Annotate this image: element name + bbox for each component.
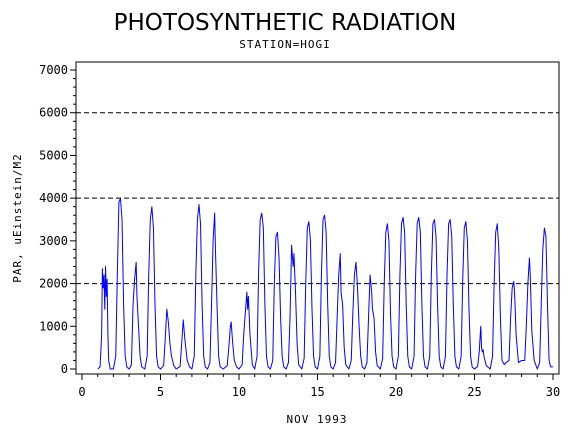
plot-frame: [75, 61, 560, 375]
x-tick-label-0: 0: [78, 385, 85, 399]
x-tick-label-15: 15: [310, 385, 324, 399]
x-tick-label-30: 30: [546, 385, 560, 399]
chart-subtitle: STATION=HOGI: [239, 38, 330, 51]
x-tick-label-10: 10: [232, 385, 246, 399]
x-tick-label-5: 5: [157, 385, 164, 399]
y-axis-label: PAR, uEinstein/M2: [11, 153, 24, 283]
x-tick-label-25: 25: [467, 385, 481, 399]
x-axis: 0 5 10 15 20 25 30: [78, 374, 560, 399]
series-layer: [97, 197, 553, 370]
y-tick-label-3000: 3000: [39, 234, 68, 248]
y-tick-label-4000: 4000: [39, 191, 68, 205]
y-tick-label-6000: 6000: [39, 106, 68, 120]
reference-lines: [76, 112, 559, 285]
y-tick-label-2000: 2000: [39, 277, 68, 291]
y-tick-label-5000: 5000: [39, 148, 68, 162]
y-tick-label-0: 0: [61, 362, 68, 376]
x-axis-label: NOV 1993: [287, 413, 348, 426]
y-tick-label-7000: 7000: [39, 63, 68, 77]
chart-title: PHOTOSYNTHETIC RADIATION: [114, 10, 457, 36]
y-tick-label-1000: 1000: [39, 319, 68, 333]
y-axis: 0 1000 2000 3000 4000 5000 6000 7000: [39, 63, 76, 376]
series-line-0: [97, 197, 553, 370]
x-tick-label-20: 20: [389, 385, 403, 399]
